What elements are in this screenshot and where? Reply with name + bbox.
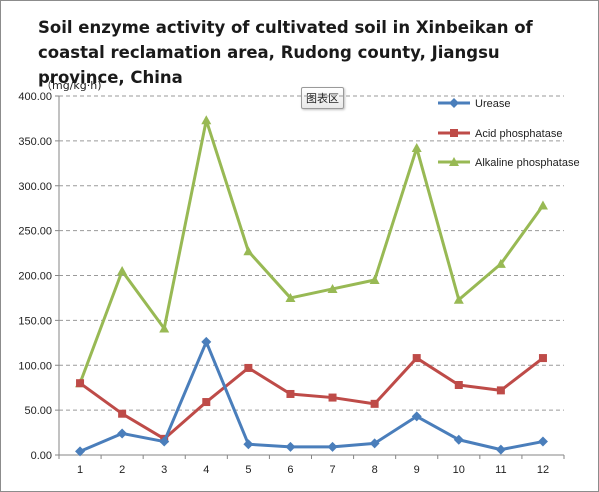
x-tick-label: 3 <box>161 464 167 476</box>
data-point <box>495 444 506 455</box>
y-tick-label: 300.00 <box>18 181 52 193</box>
legend-label: Urease <box>475 98 510 110</box>
x-tick-label: 2 <box>119 464 125 476</box>
y-tick-label: 200.00 <box>18 271 52 283</box>
data-point <box>243 246 254 256</box>
data-point <box>370 399 379 408</box>
series-line <box>79 356 544 441</box>
data-point <box>369 274 380 284</box>
data-point <box>76 379 85 388</box>
data-point <box>159 436 170 447</box>
data-point <box>327 283 338 293</box>
data-point <box>411 143 422 153</box>
data-point <box>201 336 212 347</box>
y-axis-unit-label: （mg/kg·h) <box>41 79 102 92</box>
data-point <box>453 294 464 304</box>
data-point <box>537 436 548 447</box>
legend-swatch-marker <box>449 98 459 108</box>
data-point <box>117 428 128 439</box>
data-point <box>202 398 211 407</box>
data-point <box>538 354 547 363</box>
data-point <box>285 292 296 302</box>
legend-label: Alkaline phosphatase <box>475 157 580 169</box>
y-tick-label: 350.00 <box>18 136 52 148</box>
data-point <box>453 434 464 445</box>
y-tick-label: 0.00 <box>31 450 52 462</box>
legend-label: Acid phosphatase <box>475 128 562 140</box>
data-point <box>495 258 506 268</box>
data-point <box>285 441 296 452</box>
data-point <box>244 363 253 372</box>
x-tick-label: 1 <box>77 464 83 476</box>
x-tick-label: 5 <box>245 464 251 476</box>
x-tick-label: 4 <box>203 464 209 476</box>
data-point <box>496 386 505 395</box>
data-point <box>454 380 463 389</box>
data-point <box>369 438 380 449</box>
y-tick-label: 100.00 <box>18 360 52 372</box>
x-tick-label: 9 <box>414 464 420 476</box>
data-point <box>327 441 338 452</box>
data-point <box>286 389 295 398</box>
data-point <box>243 439 254 450</box>
series-line <box>78 118 545 384</box>
chart-area-tooltip: 图表区 <box>301 87 344 109</box>
x-tick-label: 10 <box>453 464 465 476</box>
x-tick-label: 12 <box>537 464 549 476</box>
x-tick-label: 6 <box>287 464 293 476</box>
data-point <box>117 266 128 276</box>
data-point <box>159 323 170 333</box>
data-point <box>118 409 127 418</box>
data-point <box>537 200 548 210</box>
series-line <box>79 340 544 453</box>
data-point <box>75 446 86 457</box>
y-tick-label: 250.00 <box>18 226 52 238</box>
y-tick-label: 400.00 <box>18 91 52 103</box>
data-point <box>412 354 421 363</box>
legend-swatch-marker <box>449 157 459 166</box>
legend-swatch-marker <box>450 129 458 137</box>
y-tick-label: 50.00 <box>24 405 52 417</box>
data-point <box>201 115 212 125</box>
data-point <box>328 393 337 402</box>
y-tick-label: 150.00 <box>18 315 52 327</box>
chart-title: Soil enzyme activity of cultivated soil … <box>38 18 533 87</box>
x-tick-label: 11 <box>495 464 506 476</box>
x-tick-label: 8 <box>372 464 378 476</box>
x-tick-label: 7 <box>329 464 335 476</box>
data-point <box>411 411 422 422</box>
